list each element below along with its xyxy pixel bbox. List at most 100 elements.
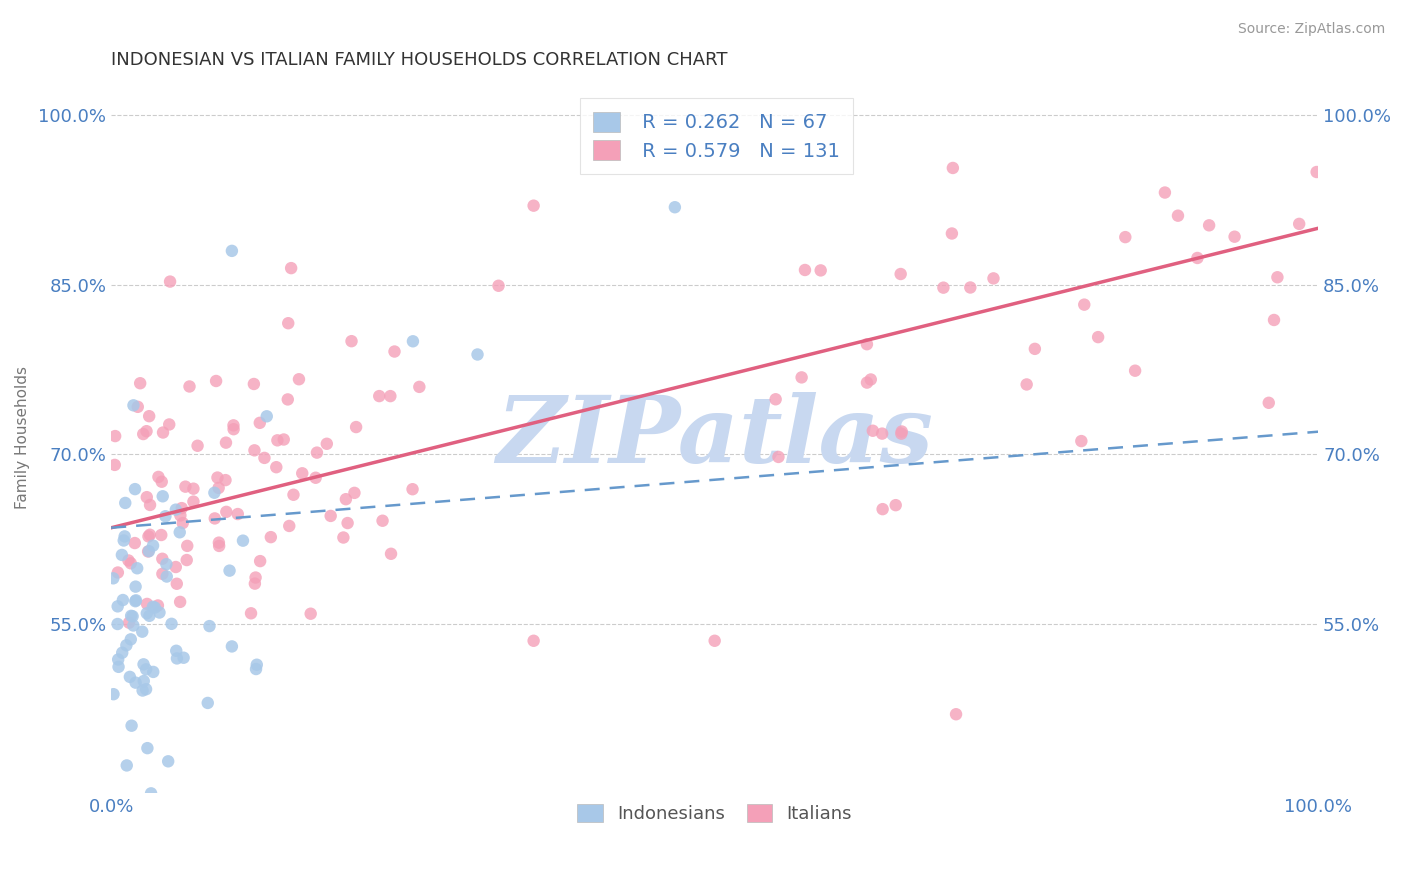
Legend: Indonesians, Italians: Indonesians, Italians	[567, 793, 863, 834]
Point	[278, 519, 301, 533]
Point	[125, 593, 148, 607]
Point	[523, 633, 546, 648]
Point	[305, 471, 328, 485]
Point	[127, 561, 149, 575]
Point	[1288, 217, 1310, 231]
Point	[139, 527, 162, 541]
Point	[138, 608, 160, 623]
Point	[124, 536, 146, 550]
Point	[941, 227, 963, 241]
Point	[232, 533, 254, 548]
Point	[243, 376, 266, 391]
Point	[288, 372, 311, 386]
Point	[169, 595, 191, 609]
Point	[120, 632, 142, 647]
Point	[856, 337, 879, 351]
Point	[173, 650, 195, 665]
Point	[155, 509, 177, 524]
Point	[402, 334, 425, 349]
Point	[243, 576, 266, 591]
Point	[945, 707, 967, 722]
Point	[142, 599, 165, 614]
Point	[315, 437, 337, 451]
Point	[124, 594, 146, 608]
Point	[183, 494, 205, 508]
Point	[138, 544, 160, 558]
Point	[765, 392, 787, 407]
Point	[183, 482, 205, 496]
Point	[266, 460, 288, 475]
Point	[208, 539, 231, 553]
Point	[135, 424, 157, 438]
Point	[1073, 298, 1095, 312]
Point	[380, 547, 402, 561]
Point	[165, 560, 187, 574]
Point	[155, 557, 177, 571]
Point	[132, 673, 155, 688]
Point	[215, 435, 238, 450]
Point	[245, 570, 267, 584]
Point	[872, 502, 894, 516]
Point	[107, 599, 129, 614]
Point	[1015, 377, 1038, 392]
Point	[859, 372, 882, 386]
Point	[129, 376, 152, 391]
Point	[111, 548, 134, 562]
Point	[121, 609, 143, 624]
Point	[273, 433, 295, 447]
Point	[131, 683, 153, 698]
Point	[870, 426, 893, 441]
Point	[942, 161, 965, 175]
Point	[246, 657, 269, 672]
Point	[890, 425, 912, 439]
Point	[115, 638, 138, 652]
Point	[243, 443, 266, 458]
Point	[120, 556, 142, 570]
Point	[664, 200, 686, 214]
Point	[120, 608, 142, 623]
Point	[150, 551, 173, 566]
Point	[150, 566, 173, 581]
Point	[335, 492, 357, 507]
Text: ZIPatlas: ZIPatlas	[496, 392, 934, 483]
Point	[197, 696, 219, 710]
Point	[703, 633, 725, 648]
Point	[299, 607, 322, 621]
Point	[169, 508, 191, 523]
Point	[156, 569, 179, 583]
Point	[179, 379, 201, 393]
Point	[103, 687, 125, 701]
Point	[319, 508, 342, 523]
Point	[240, 607, 263, 621]
Point	[332, 531, 354, 545]
Point	[122, 618, 145, 632]
Point	[856, 376, 879, 390]
Point	[222, 422, 245, 436]
Point	[148, 606, 170, 620]
Point	[112, 533, 135, 548]
Point	[132, 427, 155, 442]
Point	[172, 516, 194, 530]
Point	[368, 389, 391, 403]
Point	[138, 529, 160, 543]
Point	[253, 450, 276, 465]
Point	[1198, 219, 1220, 233]
Point	[104, 429, 127, 443]
Point	[226, 507, 249, 521]
Point	[117, 553, 139, 567]
Point	[160, 616, 183, 631]
Point	[215, 505, 238, 519]
Point	[1167, 209, 1189, 223]
Point	[150, 475, 173, 489]
Point	[114, 529, 136, 543]
Point	[127, 400, 149, 414]
Point	[107, 660, 129, 674]
Point	[305, 445, 328, 459]
Point	[1114, 230, 1136, 244]
Point	[198, 619, 221, 633]
Point	[107, 652, 129, 666]
Point	[124, 580, 146, 594]
Point	[142, 665, 165, 679]
Point	[124, 482, 146, 496]
Point	[959, 280, 981, 294]
